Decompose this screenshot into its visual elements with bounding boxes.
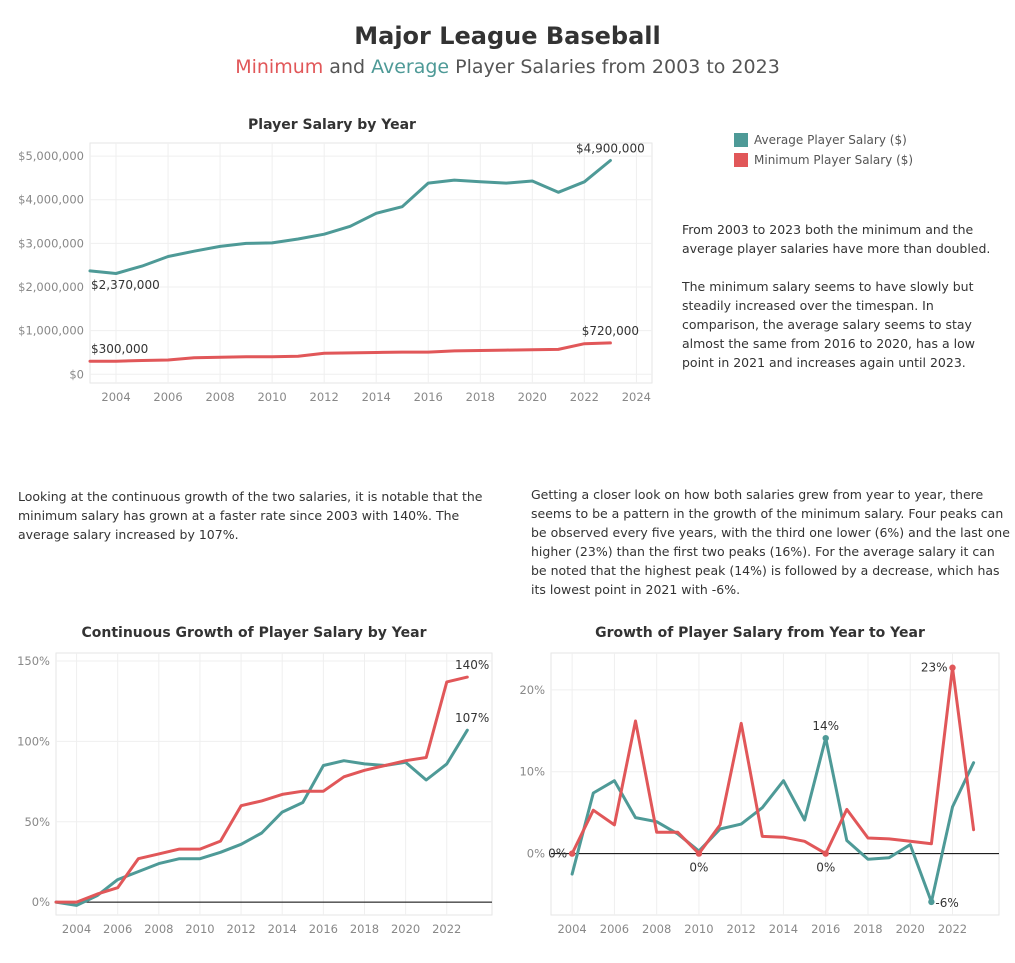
y-tick-label: $5,000,000 (18, 149, 84, 163)
x-tick-label: 2004 (557, 922, 586, 936)
data-point-marker (695, 850, 703, 857)
x-tick-label: 2006 (153, 390, 182, 404)
x-tick-label: 2022 (570, 390, 599, 404)
legend-label-average: Average Player Salary ($) (754, 133, 907, 147)
x-tick-label: 2020 (518, 390, 547, 404)
data-label: $300,000 (91, 342, 148, 356)
data-label: 14% (812, 719, 839, 733)
subtitle-minimum-word: Minimum (235, 56, 324, 78)
dashboard-title: Major League Baseball (354, 22, 661, 50)
legend-item-average[interactable]: Average Player Salary ($) (734, 130, 913, 150)
data-label: 0% (816, 861, 835, 875)
plot-area-border (550, 652, 1000, 916)
y-tick-label: 10% (519, 765, 545, 779)
data-label: $4,900,000 (576, 141, 645, 155)
data-label: $2,370,000 (91, 278, 160, 292)
x-tick-label: 2014 (769, 922, 798, 936)
x-tick-label: 2006 (600, 922, 629, 936)
dashboard-subtitle: Minimum and Average Player Salaries from… (0, 56, 1015, 78)
chart-title: Continuous Growth of Player Salary by Ye… (81, 625, 426, 641)
x-tick-label: 2012 (310, 390, 339, 404)
data-label: -6% (935, 896, 958, 910)
x-tick-label: 2020 (896, 922, 925, 936)
chart-title: Player Salary by Year (248, 117, 416, 133)
y-tick-label: 0% (32, 895, 50, 909)
y-tick-label: $2,000,000 (18, 280, 84, 294)
x-tick-label: 2004 (101, 390, 130, 404)
x-tick-label: 2012 (226, 922, 255, 936)
year-to-year-growth-chart: Growth of Player Salary from Year to Yea… (519, 625, 1000, 936)
x-tick-label: 2012 (727, 922, 756, 936)
data-label: $720,000 (582, 324, 639, 338)
x-tick-label: 2008 (205, 390, 234, 404)
x-tick-label: 2018 (466, 390, 495, 404)
chart-title: Growth of Player Salary from Year to Yea… (595, 625, 925, 641)
y-tick-label: 50% (24, 815, 50, 829)
data-point-marker (928, 898, 935, 906)
data-point-marker (568, 850, 576, 857)
data-label: 140% (455, 658, 489, 672)
x-tick-label: 2006 (103, 922, 132, 936)
data-label: 107% (455, 711, 489, 725)
x-tick-label: 2024 (622, 390, 651, 404)
y-tick-label: $3,000,000 (18, 236, 84, 250)
data-label: 23% (921, 661, 948, 675)
subtitle-average-word: Average (371, 56, 450, 78)
data-label: 0% (548, 847, 567, 861)
x-tick-label: 2022 (938, 922, 967, 936)
x-tick-label: 2008 (144, 922, 173, 936)
y-tick-label: $4,000,000 (18, 193, 84, 207)
salary-by-year-chart: Player Salary by Year 2004 2006 2008 2010 201… (18, 117, 653, 404)
legend-swatch-average (734, 133, 748, 147)
x-tick-label: 2022 (432, 922, 461, 936)
legend: Average Player Salary ($) Minimum Player… (734, 130, 913, 170)
continuous-growth-text: Looking at the continuous growth of the … (18, 489, 483, 542)
legend-item-minimum[interactable]: Minimum Player Salary ($) (734, 150, 913, 170)
x-tick-label: 2014 (268, 922, 297, 936)
data-point-marker (949, 664, 956, 671)
y-tick-label: 150% (17, 654, 50, 668)
y-tick-label: $1,000,000 (18, 324, 84, 338)
x-tick-label: 2014 (362, 390, 391, 404)
x-tick-label: 2008 (642, 922, 671, 936)
x-tick-label: 2016 (811, 922, 840, 936)
series-line-minimum (54, 675, 469, 904)
y-tick-label: 20% (519, 683, 545, 697)
x-tick-label: 2016 (309, 922, 338, 936)
x-tick-label: 2010 (684, 922, 713, 936)
subtitle-and-word: and (323, 56, 372, 78)
continuous-growth-chart: Continuous Growth of Player Salary by Ye… (17, 625, 493, 936)
plot-area-border (55, 652, 493, 916)
series-line-minimum (570, 666, 976, 856)
x-tick-label: 2004 (62, 922, 91, 936)
series-line-minimum (88, 341, 612, 363)
data-point-marker (822, 734, 829, 742)
series-line-average (88, 159, 612, 275)
x-tick-label: 2018 (853, 922, 882, 936)
summary-text: From 2003 to 2023 both the minimum and t… (682, 222, 991, 370)
y-tick-label: $0 (69, 367, 84, 381)
y-tick-label: 0% (527, 847, 545, 861)
year-growth-text: Getting a closer look on how both salari… (531, 487, 1010, 597)
legend-label-minimum: Minimum Player Salary ($) (754, 153, 914, 167)
data-label: 0% (689, 861, 708, 875)
y-tick-label: 100% (17, 734, 50, 748)
series-line-average (570, 736, 976, 904)
x-tick-label: 2016 (414, 390, 443, 404)
x-tick-label: 2010 (257, 390, 286, 404)
x-tick-label: 2010 (185, 922, 214, 936)
subtitle-rest: Player Salaries from 2003 to 2023 (449, 56, 780, 78)
plot-area-border (89, 142, 653, 384)
x-tick-label: 2018 (350, 922, 379, 936)
x-tick-label: 2020 (391, 922, 420, 936)
data-point-marker (822, 850, 829, 857)
legend-swatch-minimum (734, 153, 748, 167)
